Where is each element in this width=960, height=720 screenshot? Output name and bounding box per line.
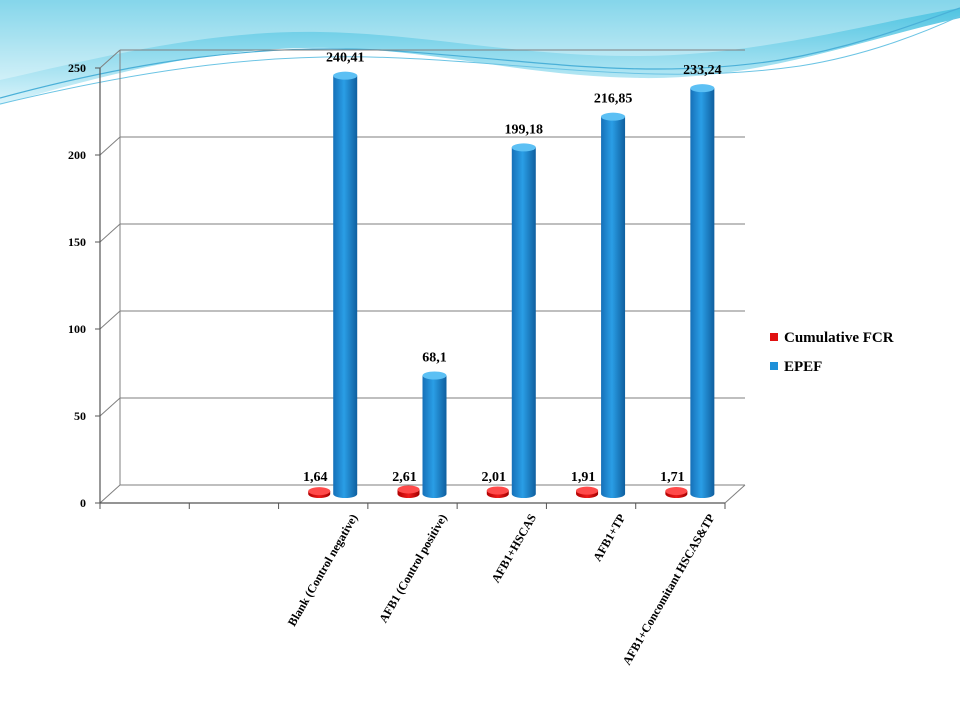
legend-label: Cumulative FCR	[784, 330, 894, 346]
fcr-bar	[486, 486, 509, 498]
epef-bar	[690, 84, 715, 498]
gridline-side	[99, 223, 121, 243]
fcr-data-label: 1,71	[660, 470, 685, 485]
epef-data-label: 233,24	[683, 63, 722, 78]
epef-data-label: 199,18	[505, 122, 544, 137]
y-tick-label: 100	[68, 322, 86, 336]
floor-right-edge	[724, 484, 746, 504]
epef-bar	[601, 112, 626, 498]
y-tick-label: 150	[68, 235, 86, 249]
gridline-side	[99, 397, 121, 417]
fcr-data-label: 2,61	[392, 470, 417, 485]
x-category-label: AFB1 (Control positive)	[376, 511, 450, 625]
epef-data-label: 68,1	[422, 351, 447, 366]
fcr-data-label: 1,64	[303, 470, 328, 485]
y-tick-label: 0	[80, 496, 86, 510]
fcr-bar	[397, 485, 420, 498]
x-category-label: AFB1+HSCAS	[488, 511, 539, 585]
epef-bar	[511, 143, 536, 498]
epef-bar	[333, 71, 358, 499]
x-category-label: AFB1+TP	[590, 512, 628, 564]
fcr-data-label: 2,01	[482, 470, 507, 485]
gridline-side	[99, 49, 121, 69]
y-tick-label: 50	[74, 409, 86, 423]
fcr-bar	[308, 487, 331, 498]
chart-legend: Cumulative FCR EPEF	[770, 330, 894, 375]
x-category-label: Blank (Control negative)	[285, 512, 361, 629]
gridline-side	[99, 484, 121, 504]
epef-data-label: 216,85	[594, 92, 633, 107]
gridline-side	[99, 310, 121, 330]
epef-bar	[422, 371, 447, 498]
x-category-label: AFB1+Concomitant HSCAS&TP	[620, 512, 718, 668]
y-tick-label: 200	[68, 148, 86, 162]
legend-swatch	[770, 333, 778, 341]
y-tick-label: 250	[68, 61, 86, 75]
legend-swatch	[770, 362, 778, 370]
legend-label: EPEF	[784, 359, 822, 375]
fcr-bar	[665, 487, 688, 498]
fcr-bar	[576, 486, 599, 498]
gridline-side	[99, 136, 121, 156]
header-wave-decoration	[0, 0, 960, 105]
epef-data-label: 240,41	[326, 51, 365, 66]
fcr-data-label: 1,91	[571, 470, 596, 485]
